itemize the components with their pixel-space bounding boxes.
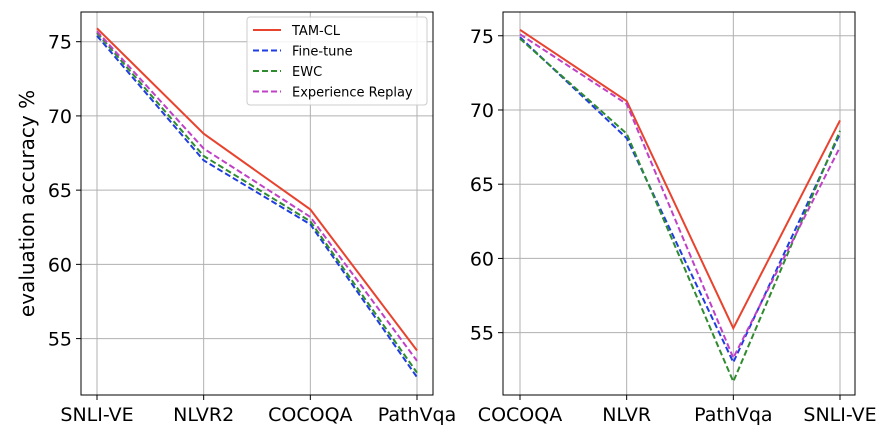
y-tick-label: 60 — [48, 254, 72, 276]
x-tick-label: SNLI-VE — [60, 404, 133, 426]
legend-entry: Experience Replay — [292, 86, 413, 101]
series-line-tam-cl — [519, 28, 841, 331]
x-tick-label: SNLI-VE — [803, 404, 876, 426]
y-tick-label: 70 — [48, 106, 72, 128]
legend-entry: TAM-CL — [291, 24, 341, 39]
plot-frame — [80, 11, 434, 396]
legend-entry: Fine-tune — [292, 45, 353, 60]
series-line-experience-replay — [96, 30, 418, 362]
x-tick-label: PathVqa — [694, 404, 772, 426]
y-tick-label: 55 — [470, 323, 494, 345]
plot-frame — [502, 11, 856, 396]
y-tick-label: 70 — [470, 100, 494, 122]
series-line-tam-cl — [96, 27, 418, 352]
legend-entry: EWC — [292, 65, 322, 80]
y-tick-label: 75 — [48, 32, 72, 54]
series-line-fine-tune — [96, 35, 418, 378]
y-axis-label: evaluation accuracy % — [15, 90, 39, 317]
y-tick-label: 75 — [470, 26, 494, 48]
left-chart: SNLI-VE NLVR2 COCOQA PathVqa 55 60 65 70 75 evalu… — [15, 11, 456, 426]
series-line-ewc — [519, 37, 841, 385]
y-tick-label: 65 — [470, 174, 494, 196]
x-tick-label: COCOQA — [268, 404, 352, 426]
series-line-fine-tune — [519, 36, 841, 365]
series-line-ewc — [96, 32, 418, 374]
x-tick-label: NLVR — [602, 404, 651, 426]
x-tick-label: COCOQA — [478, 404, 562, 426]
legend — [246, 16, 428, 106]
x-tick-label: PathVqa — [378, 404, 456, 426]
y-tick-label: 55 — [48, 329, 72, 351]
right-chart: COCOQA NLVR PathVqa SNLI-VE 55 60 65 70 75 — [470, 11, 877, 426]
y-tick-label: 60 — [470, 248, 494, 270]
x-tick-label: NLVR2 — [173, 404, 234, 426]
y-tick-label: 65 — [48, 180, 72, 202]
series-line-experience-replay — [519, 33, 841, 361]
